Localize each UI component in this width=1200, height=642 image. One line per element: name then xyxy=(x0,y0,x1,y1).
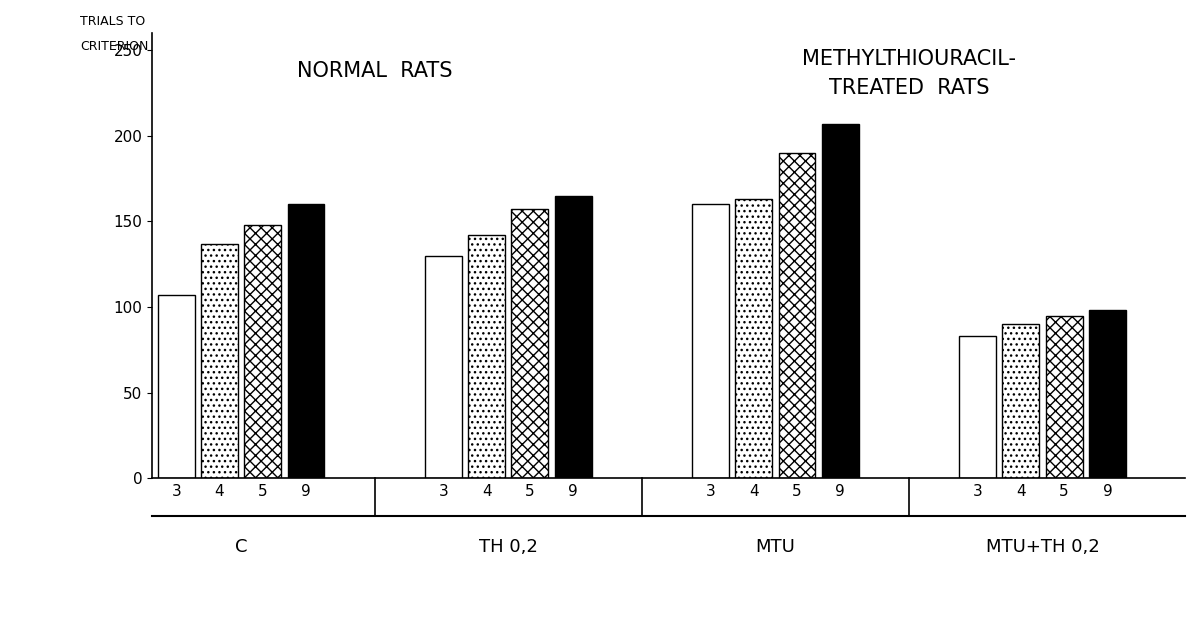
Bar xyxy=(511,209,548,478)
Text: MTU: MTU xyxy=(756,538,796,556)
Text: C: C xyxy=(235,538,247,556)
Bar xyxy=(468,235,505,478)
Bar xyxy=(1045,316,1082,478)
Bar xyxy=(157,295,194,478)
Text: TH 0,2: TH 0,2 xyxy=(479,538,538,556)
Text: CRITERION: CRITERION xyxy=(79,40,148,53)
Text: TREATED  RATS: TREATED RATS xyxy=(829,78,989,98)
Bar xyxy=(425,256,462,478)
Bar xyxy=(692,204,728,478)
Bar xyxy=(1002,324,1039,478)
Text: MTU+TH 0,2: MTU+TH 0,2 xyxy=(985,538,1099,556)
Bar xyxy=(736,199,772,478)
Bar xyxy=(202,243,238,478)
Bar xyxy=(822,124,859,478)
Text: METHYLTHIOURACIL-: METHYLTHIOURACIL- xyxy=(802,49,1016,69)
Bar xyxy=(554,196,592,478)
Bar xyxy=(1090,310,1126,478)
Bar xyxy=(779,153,816,478)
Text: NORMAL  RATS: NORMAL RATS xyxy=(296,60,452,81)
Bar xyxy=(959,336,996,478)
Bar xyxy=(288,204,324,478)
Bar xyxy=(245,225,281,478)
Text: TRIALS TO: TRIALS TO xyxy=(79,15,145,28)
